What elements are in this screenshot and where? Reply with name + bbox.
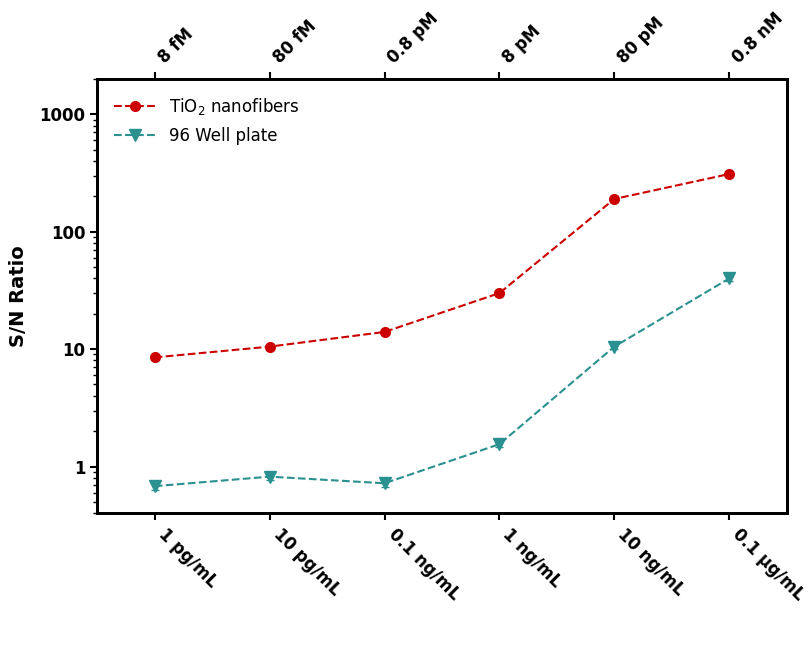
Legend: TiO$_2$ nanofibers, 96 Well plate: TiO$_2$ nanofibers, 96 Well plate [105,88,308,153]
Y-axis label: S/N Ratio: S/N Ratio [10,245,28,347]
